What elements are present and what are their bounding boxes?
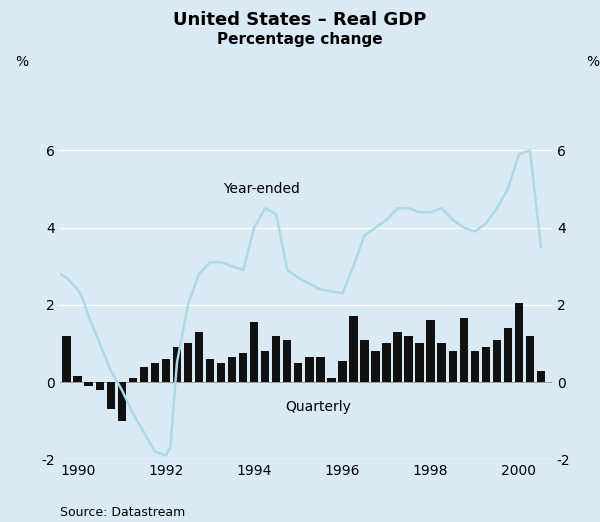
Bar — [140, 366, 148, 382]
Bar — [118, 382, 126, 421]
Bar — [250, 322, 259, 382]
Bar — [415, 343, 424, 382]
Bar — [95, 382, 104, 390]
Bar — [316, 357, 325, 382]
Bar — [107, 382, 115, 409]
Bar — [493, 340, 501, 382]
Bar — [382, 343, 391, 382]
Text: Percentage change: Percentage change — [217, 32, 383, 47]
Bar — [360, 340, 368, 382]
Bar — [151, 363, 159, 382]
Bar — [128, 378, 137, 382]
Bar — [261, 351, 269, 382]
Bar — [437, 343, 446, 382]
Text: Quarterly: Quarterly — [285, 400, 351, 414]
Text: Source: Datastream: Source: Datastream — [60, 506, 185, 519]
Bar — [239, 353, 247, 382]
Bar — [228, 357, 236, 382]
Bar — [85, 382, 93, 386]
Bar — [305, 357, 314, 382]
Text: %: % — [16, 55, 29, 69]
Bar — [482, 347, 490, 382]
Bar — [394, 332, 402, 382]
Text: Year-ended: Year-ended — [223, 182, 300, 196]
Bar — [73, 376, 82, 382]
Bar — [338, 361, 347, 382]
Bar — [404, 336, 413, 382]
Bar — [449, 351, 457, 382]
Bar — [503, 328, 512, 382]
Bar — [217, 363, 225, 382]
Bar — [294, 363, 302, 382]
Bar — [327, 378, 335, 382]
Bar — [206, 359, 214, 382]
Bar — [349, 316, 358, 382]
Bar — [272, 336, 280, 382]
Bar — [371, 351, 380, 382]
Bar — [537, 371, 545, 382]
Text: United States – Real GDP: United States – Real GDP — [173, 11, 427, 29]
Bar — [283, 340, 292, 382]
Bar — [515, 303, 523, 382]
Bar — [195, 332, 203, 382]
Bar — [427, 321, 435, 382]
Bar — [460, 318, 468, 382]
Bar — [162, 359, 170, 382]
Bar — [470, 351, 479, 382]
Bar — [62, 336, 71, 382]
Bar — [173, 347, 181, 382]
Text: %: % — [586, 55, 599, 69]
Bar — [184, 343, 192, 382]
Bar — [526, 336, 534, 382]
